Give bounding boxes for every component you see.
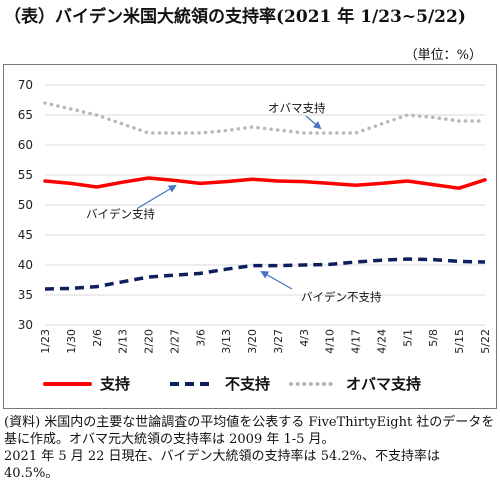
series-line-0 (43, 176, 487, 190)
annotation-arrow (260, 271, 293, 290)
x-tick-label: 4/10 (324, 329, 337, 354)
line-chart: 30 35 40 45 50 55 60 65 70 1/23 1/30 2/6 2/13 2/20 2/… (18, 78, 492, 393)
y-tick-label: 70 (18, 78, 33, 92)
annotation-label: バイデン不支持 (301, 290, 382, 304)
source-note-line-2: 2021 年 5 月 22 日現在、バイデン大統領の支持率は 54.2%、不支持… (4, 449, 440, 481)
y-tick-label: 30 (18, 318, 33, 332)
x-tick-label: 4/17 (350, 329, 363, 354)
annotation-arrow (137, 184, 177, 209)
y-tick-label: 60 (18, 138, 33, 152)
legend-label: オバマ支持 (346, 375, 421, 393)
grid-lines (45, 84, 485, 326)
annotation-label: オバマ支持 (268, 101, 326, 115)
unit-label: （単位：%） (404, 48, 482, 63)
page-title: （表）バイデン米国大統領の支持率(2021 年 1/23~5/22) (4, 7, 466, 27)
source-note: (資料) 米国内の主要な世論調査の平均値を公表する FiveThirtyEigh… (4, 414, 496, 482)
x-tick-label: 3/13 (220, 329, 233, 354)
x-tick-label: 2/20 (143, 329, 156, 354)
annotation-label: バイデン支持 (86, 207, 155, 221)
x-tick-label: 4/3 (298, 329, 311, 347)
x-tick-label: 5/15 (453, 329, 466, 354)
legend-label: 支持 (99, 375, 130, 393)
x-tick-label: 1/30 (65, 329, 78, 354)
x-tick-label: 2/6 (91, 329, 104, 347)
x-tick-label: 5/1 (401, 329, 414, 347)
series-lines (43, 101, 487, 291)
x-tick-label: 5/22 (479, 329, 492, 354)
y-tick-label: 65 (18, 108, 33, 122)
y-tick-label: 50 (18, 198, 33, 212)
source-note-line-1: (資料) 米国内の主要な世論調査の平均値を公表する FiveThirtyEigh… (4, 415, 495, 447)
x-tick-label: 2/13 (117, 329, 130, 354)
y-tick-label: 45 (18, 228, 33, 242)
x-tick-label: 3/6 (194, 329, 207, 347)
y-axis-ticks: 30 35 40 45 50 55 60 65 70 (18, 78, 33, 332)
x-tick-label: 3/27 (272, 329, 285, 354)
annotation-arrow (305, 115, 322, 130)
legend-label: 不支持 (225, 375, 270, 393)
x-tick-label: 2/27 (168, 329, 181, 354)
x-axis-ticks: 1/23 1/30 2/6 2/13 2/20 2/27 3/6 3/13 3/20 3/27 4/… (39, 329, 492, 354)
x-tick-label: 4/24 (375, 329, 388, 354)
x-tick-label: 3/20 (246, 329, 259, 354)
series-line-1 (44, 257, 486, 291)
legend: 支持 不支持 オバマ支持 (43, 375, 421, 393)
series-line-2 (43, 101, 487, 135)
x-tick-label: 5/8 (427, 329, 440, 347)
x-tick-label: 1/23 (39, 329, 52, 354)
y-tick-label: 35 (18, 288, 33, 302)
y-tick-label: 55 (18, 168, 33, 182)
y-tick-label: 40 (18, 258, 33, 272)
chart-frame (3, 64, 497, 409)
